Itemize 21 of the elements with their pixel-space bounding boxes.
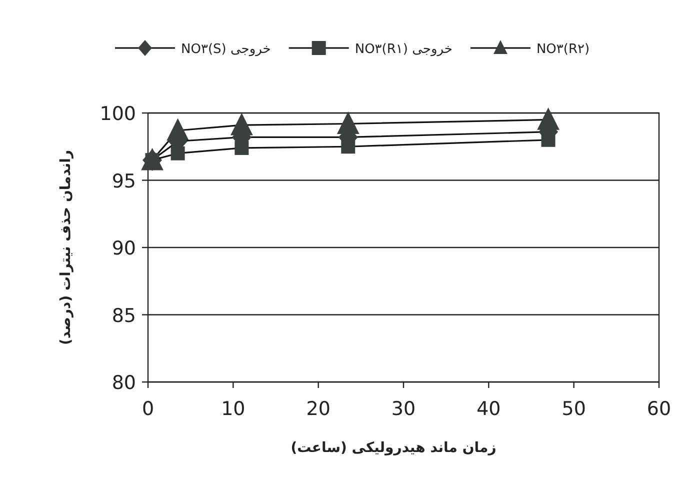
legend-label: NO۳(R۲) (536, 42, 590, 57)
point (170, 146, 185, 160)
x-tick-label: 60 (646, 398, 672, 420)
x-axis-title: زمان ماند هیدرولیکی (ساعت) (290, 440, 496, 456)
x-tick-label: 10 (221, 398, 246, 420)
x-tick-label: 30 (391, 398, 416, 420)
y-tick-label: 100 (100, 103, 136, 125)
y-tick-label: 90 (112, 238, 136, 260)
x-tick-label: 50 (562, 398, 586, 420)
x-tick-label: 20 (306, 398, 330, 420)
legend-label: خروجی NO۳(S) (181, 42, 271, 57)
y-tick-label: 80 (112, 372, 136, 394)
x-tick-label: 40 (476, 398, 501, 420)
y-axis-title: راندمان حذف نیترات (درصد) (58, 150, 74, 346)
point (341, 140, 356, 154)
point (234, 140, 249, 155)
point (541, 132, 556, 147)
y-tick-label: 85 (112, 304, 136, 327)
legend-label: خروجی NO۳(R۱) (354, 42, 452, 57)
x-tick-label: 0 (142, 398, 154, 420)
y-tick-label: 95 (112, 170, 136, 192)
